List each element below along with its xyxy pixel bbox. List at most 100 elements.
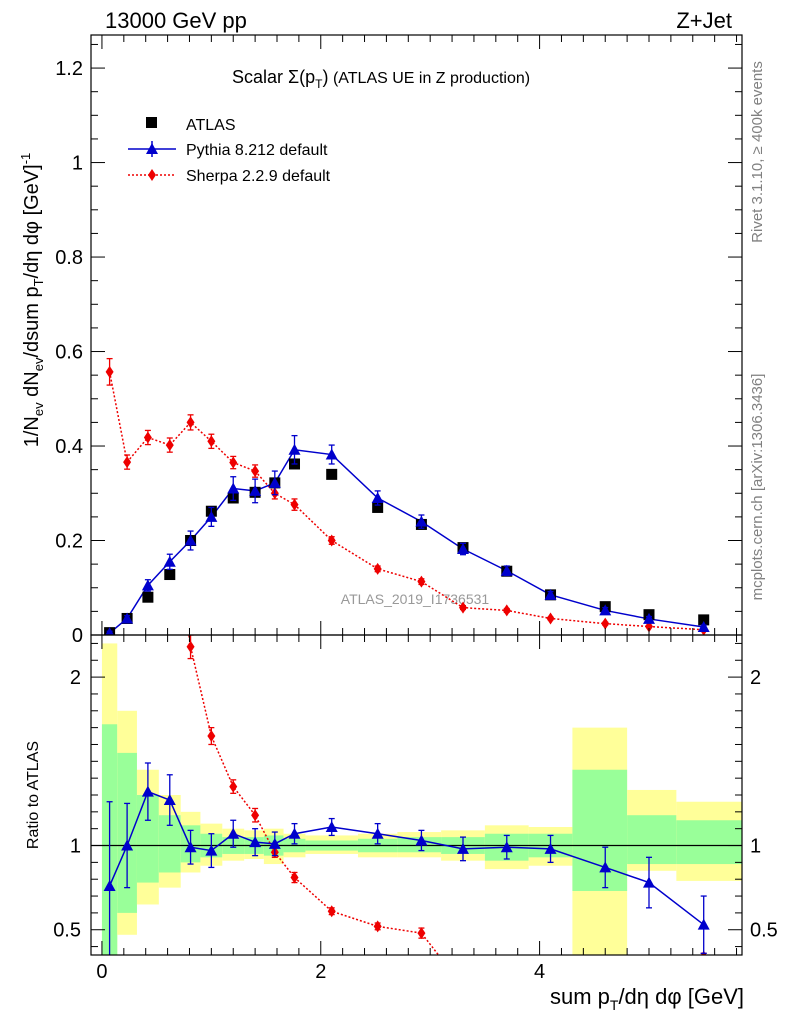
pythia-main-point-18 xyxy=(697,620,710,632)
sherpa-ratio-point-8 xyxy=(417,927,426,940)
pythia-ratio-point-16 xyxy=(599,861,612,873)
pythia-main-point-10 xyxy=(325,448,338,460)
sherpa-main-point-2 xyxy=(143,431,152,444)
pythia-main-point-0 xyxy=(105,627,114,635)
atlas-point-18 xyxy=(698,614,710,626)
pythia-ratio-point-3 xyxy=(163,794,176,806)
pythia-main-point-14 xyxy=(500,564,513,576)
x-tick-label: 0 xyxy=(96,961,107,983)
sherpa-ratio-point-1 xyxy=(207,730,216,743)
x-tick-label: 4 xyxy=(534,961,545,983)
plot-title: Scalar Σ(pT) (ATLAS UE in Z production) xyxy=(232,67,530,91)
atlas-point-11 xyxy=(372,501,384,513)
main-y-tick-label: 1 xyxy=(72,153,83,175)
pythia-main-point-8 xyxy=(268,476,281,488)
pythia-main-point-11 xyxy=(371,491,384,503)
atlas-point-10 xyxy=(326,468,338,480)
pythia-main-point-12 xyxy=(415,515,428,527)
header-left: 13000 GeV pp xyxy=(105,8,247,33)
pythia-ratio-point-14 xyxy=(500,841,513,853)
legend-atlas-marker xyxy=(146,117,157,128)
pythia-ratio-point-2 xyxy=(141,785,154,797)
sherpa-main-point-10 xyxy=(327,534,336,547)
sherpa-ratio-point-3 xyxy=(251,809,260,822)
ratio-y-tick-label: 0.5 xyxy=(53,920,81,942)
main-plot-layer xyxy=(104,357,710,635)
pythia-main-point-4 xyxy=(184,534,197,546)
ratio-y-tick-label-right: 1 xyxy=(750,836,761,858)
side-label-rivet: Rivet 3.1.10, ≥ 400k events xyxy=(749,61,766,243)
side-label-mcplots: mcplots.cern.ch [arXiv:1306.3436] xyxy=(749,374,766,601)
sherpa-ratio-point-5 xyxy=(290,871,299,884)
ratio-band-inner-3 xyxy=(158,815,181,873)
atlas-point-3 xyxy=(164,569,176,581)
pythia-ratio-point-12 xyxy=(415,834,428,846)
main-y-tick-label: 0.4 xyxy=(55,436,83,458)
main-y-tick-label: 0.2 xyxy=(55,531,83,553)
main-y-tick-label: 1.2 xyxy=(55,58,83,80)
pythia-main-point-9 xyxy=(288,443,301,455)
sherpa-main-point-1 xyxy=(123,456,132,469)
sherpa-main-point-12 xyxy=(417,575,426,588)
analysis-watermark: ATLAS_2019_I1736531 xyxy=(341,591,490,607)
pythia-main-point-15 xyxy=(544,588,557,600)
pythia-ratio-point-8 xyxy=(268,837,281,849)
legend-pythia-label: Pythia 8.212 default xyxy=(186,142,328,159)
sherpa-main-point-0 xyxy=(105,365,114,378)
pythia-ratio-point-0 xyxy=(103,879,116,891)
sherpa-main-point-16 xyxy=(601,617,610,630)
ratio-y-axis-label: Ratio to ATLAS xyxy=(25,741,42,849)
sherpa-main-point-7 xyxy=(251,465,260,478)
pythia-ratio-point-11 xyxy=(371,827,384,839)
sherpa-main-point-13 xyxy=(459,601,467,614)
pythia-main-point-7 xyxy=(249,484,262,496)
pythia-main-point-3 xyxy=(163,555,176,567)
sherpa-ratio-point-6 xyxy=(327,905,336,918)
ratio-band-inner-18 xyxy=(676,820,742,865)
sherpa-ratio-point-2 xyxy=(229,780,238,793)
x-axis-label: sum pT/dη dφ [GeV] xyxy=(550,984,744,1013)
sherpa-main-point-14 xyxy=(502,604,511,617)
pythia-ratio-point-18 xyxy=(697,918,710,930)
legend-pythia-marker xyxy=(146,143,158,154)
pythia-ratio-point-9 xyxy=(288,827,301,839)
main-y-tick-label: 0 xyxy=(72,625,83,647)
pythia-main-point-1 xyxy=(121,612,134,624)
legend-sherpa-label: Sherpa 2.2.9 default xyxy=(186,168,331,185)
ratio-band-inner-2 xyxy=(136,795,159,883)
pythia-main-point-17 xyxy=(643,612,655,624)
pythia-ratio-point-1 xyxy=(121,839,134,851)
ratio-band-inner-17 xyxy=(627,815,677,865)
pythia-main-point-5 xyxy=(205,510,218,522)
header-right: Z+Jet xyxy=(676,8,732,33)
ratio-uncertainty-bands xyxy=(101,643,742,955)
ratio-y-tick-label-right: 0.5 xyxy=(750,920,778,942)
sherpa-main-point-9 xyxy=(290,498,299,511)
sherpa-main-point-4 xyxy=(186,416,195,429)
main-y-axis-label: 1/Nev dNev/dsum pT/dη dφ [GeV]-1 xyxy=(18,153,46,448)
pythia-ratio-point-15 xyxy=(544,842,557,854)
pythia-ratio-point-5 xyxy=(205,844,218,856)
atlas-point-2 xyxy=(142,591,154,603)
pythia-ratio-point-7 xyxy=(249,836,262,848)
axes-layer: 0 0.2 0.4 0.6 0.8 1 1.2 0.5 0.5 1 1 2 2 0 2 4 xyxy=(53,34,778,983)
sherpa-main-point-3 xyxy=(165,439,174,452)
pythia-ratio-point-4 xyxy=(184,841,197,853)
pythia-ratio-point-13 xyxy=(457,842,469,854)
ratio-y-tick-label: 2 xyxy=(70,667,81,689)
sherpa-main-point-11 xyxy=(373,562,382,575)
ratio-band-inner-16 xyxy=(572,769,628,891)
pythia-main-point-6 xyxy=(227,482,240,494)
sherpa-main-point-5 xyxy=(207,435,216,448)
sherpa-main-point-15 xyxy=(546,612,555,625)
ratio-plot-layer xyxy=(91,635,742,955)
ratio-y-tick-label-right: 2 xyxy=(750,667,761,689)
sherpa-ratio-point-0 xyxy=(186,640,195,653)
ratio-y-tick-label: 1 xyxy=(70,836,81,858)
pythia-main-point-13 xyxy=(457,543,469,555)
pythia-main-point-2 xyxy=(141,579,154,591)
sherpa-main-point-6 xyxy=(229,456,238,469)
legend: ATLAS Pythia 8.212 default Sherpa 2.2.9 … xyxy=(128,117,331,185)
sherpa-ratio-line xyxy=(188,635,440,955)
